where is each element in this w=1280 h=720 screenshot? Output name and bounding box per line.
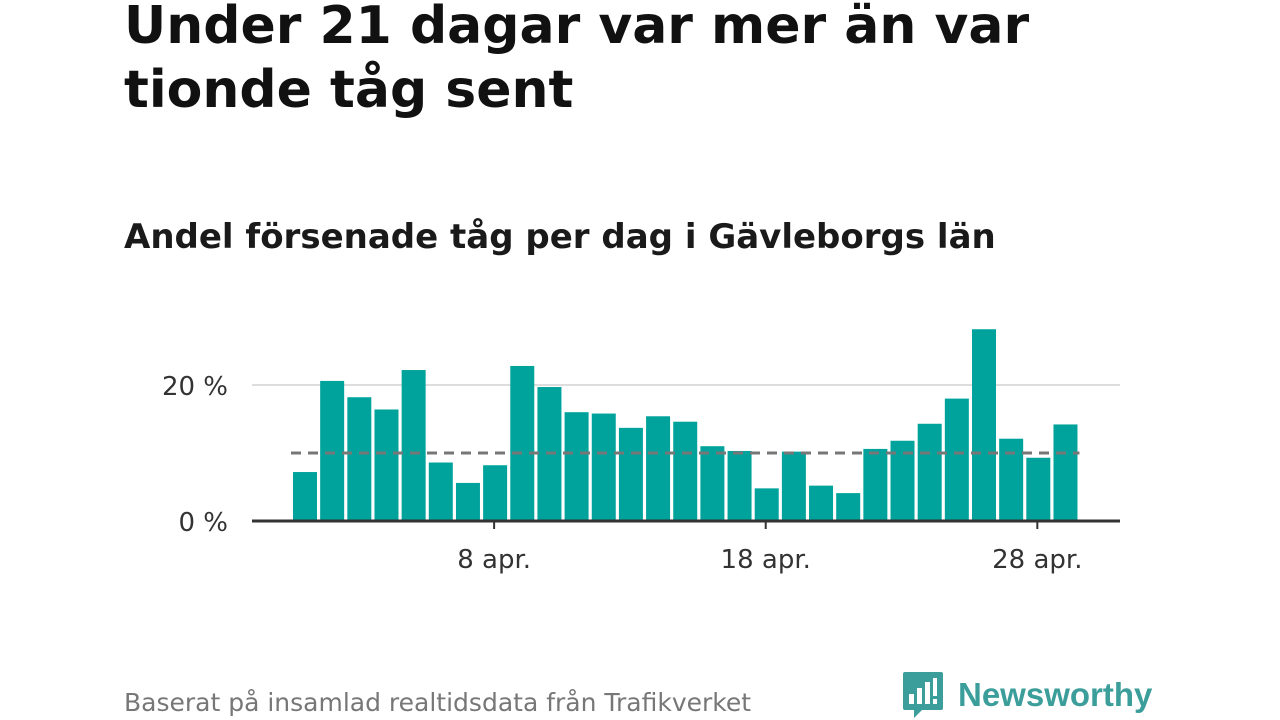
bar-5apr [401, 370, 426, 521]
bar-1apr [293, 472, 317, 521]
chart-subtitle: Andel försenade tåg per dag i Gävleborgs… [124, 217, 996, 257]
bar-8apr [483, 465, 508, 521]
bar-26apr [972, 329, 996, 521]
bar-11apr [564, 412, 589, 521]
axis-layer: 0 % 20 % 8 apr. 18 apr. 28 apr. [162, 372, 1120, 575]
bar-18apr [754, 488, 779, 521]
bar-chart-speech-bubble-icon [903, 672, 943, 718]
bar-28apr [1026, 457, 1051, 521]
bar-17apr [727, 450, 752, 521]
x-tick-label: 18 apr. [721, 545, 811, 575]
brand-logo-group[interactable]: Newsworthy [902, 670, 1152, 720]
bar-27apr [999, 438, 1024, 521]
bar-29apr [1053, 424, 1078, 521]
bar-24apr [917, 423, 942, 521]
x-tick-label: 28 apr. [992, 545, 1082, 575]
bar-21apr [836, 493, 861, 521]
bar-19apr [781, 451, 806, 521]
bar-3apr [347, 397, 372, 521]
bar-16apr [700, 446, 725, 521]
bar-9apr [510, 365, 535, 521]
bar-25apr [944, 398, 969, 521]
bar-20apr [809, 485, 834, 521]
bar-6apr [428, 462, 453, 521]
source-note: Baserat på insamlad realtidsdata från Tr… [124, 688, 752, 717]
y-tick-label: 0 % [178, 508, 228, 538]
x-tick-label: 8 apr. [457, 545, 531, 575]
brand-name: Newsworthy [958, 676, 1153, 713]
bar-13apr [618, 427, 643, 521]
bar-7apr [455, 482, 480, 521]
bar-14apr [646, 416, 671, 521]
chart-title: Under 21 dagar var mer än var tionde tåg… [124, 0, 1030, 120]
bar-4apr [374, 409, 399, 521]
bar-15apr [673, 421, 698, 521]
bar-2apr [320, 380, 345, 521]
bar-12apr [591, 413, 616, 521]
y-tick-label: 20 % [162, 372, 228, 402]
bars-layer [293, 329, 1078, 521]
bar-22apr [863, 448, 888, 521]
